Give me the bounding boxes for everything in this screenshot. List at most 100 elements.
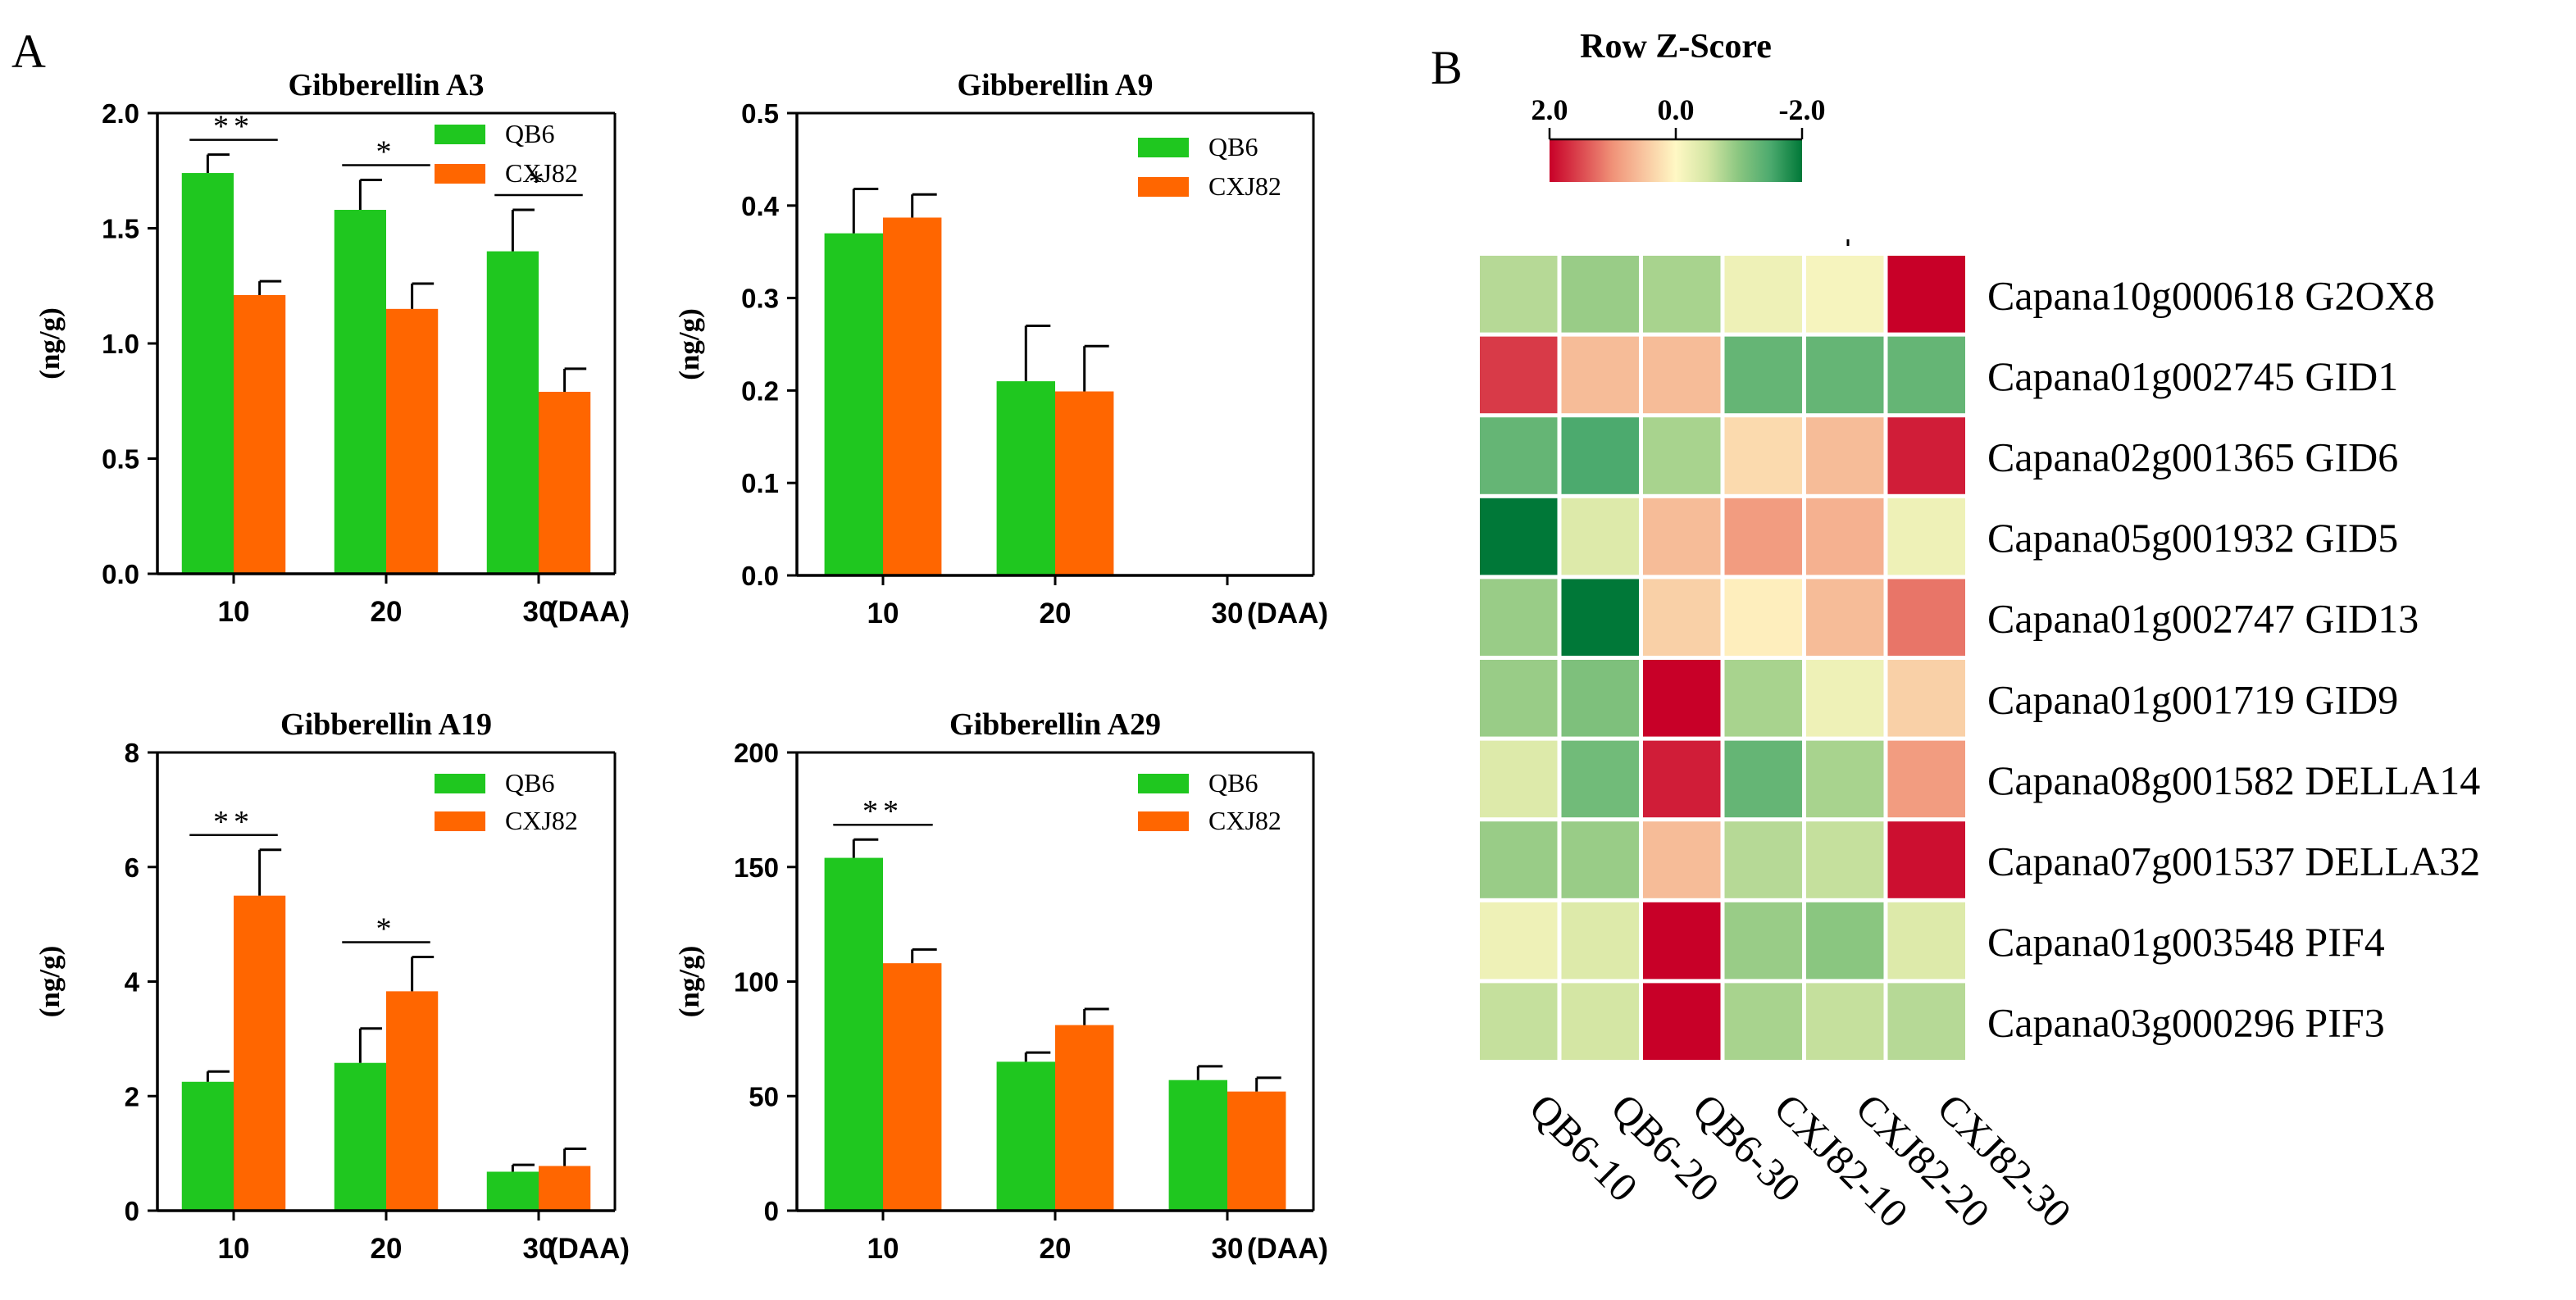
y-tick-label: 0.5 (102, 444, 139, 475)
x-tick-label: 20 (1040, 1233, 1072, 1265)
y-tick-label: 0 (764, 1196, 779, 1226)
heatmap-cell (1643, 740, 1721, 818)
panel-label-a: A (11, 25, 46, 78)
bar-chart-gibberellin-a3: Gibberellin A3 ** 10 * 20 * 30 0.0 0.5 1.0 1.5 2.0 (… (34, 68, 630, 628)
y-axis-label: (ng/g) (34, 307, 66, 380)
chart-title: Gibberellin A19 (280, 707, 492, 742)
bar-qb6-10 (181, 1081, 234, 1211)
y-axis-label: (ng/g) (673, 946, 705, 1018)
heatmap-cell (1724, 417, 1802, 494)
bar-cxj82-20 (1055, 391, 1114, 575)
chart-title: Gibberellin A9 (958, 68, 1154, 102)
heatmap-cell (1806, 821, 1884, 898)
heatmap-cell (1806, 660, 1884, 737)
x-tick-label: 30 (523, 596, 555, 628)
x-tick-label: 20 (371, 1233, 403, 1265)
heatmap-cell (1806, 983, 1884, 1060)
heatmap-row-label: Capana03g000296 PIF3 (1987, 1000, 2385, 1046)
heatmap-row-label: Capana01g003548 PIF4 (1987, 919, 2385, 965)
y-tick-label: 0.0 (741, 561, 779, 591)
legend-swatch-qb6 (435, 774, 485, 793)
heatmap-cell (1887, 740, 1965, 818)
heatmap-cell (1724, 740, 1802, 818)
y-tick-label: 6 (125, 852, 139, 883)
x-tick-label: 10 (867, 1233, 899, 1265)
legend-swatch-qb6 (1138, 774, 1189, 793)
heatmap-cell (1806, 498, 1884, 575)
bar-cxj82-20 (386, 991, 439, 1211)
y-tick-label: 0.4 (741, 191, 780, 221)
heatmap-cell (1561, 821, 1639, 898)
bar-qb6-20 (996, 1061, 1055, 1211)
heatmap-cell (1806, 579, 1884, 656)
heatmap-cell (1643, 660, 1721, 737)
heatmap-cell (1887, 498, 1965, 575)
legend-swatch-cxj82 (435, 164, 485, 184)
bar-chart-gibberellin-a9: Gibberellin A9 10 20 30 0.0 0.1 0.2 0.3 0.4 0.5 (n… (673, 68, 1328, 630)
heatmap-cell (1643, 579, 1721, 656)
bar-qb6-10 (824, 857, 883, 1211)
heatmap-cell (1643, 417, 1721, 494)
color-key-gradient (1550, 139, 1802, 182)
significance-marker: ** (862, 794, 903, 829)
y-tick-label: 0.3 (741, 284, 779, 314)
y-tick-label: 0.0 (102, 559, 139, 589)
x-axis-label: (DAA) (1247, 1233, 1328, 1265)
x-tick-label: 10 (218, 596, 250, 628)
panel-label-b: B (1431, 41, 1463, 94)
heatmap-cell (1480, 336, 1558, 414)
heatmap-cell (1480, 660, 1558, 737)
heatmap-cell (1724, 498, 1802, 575)
y-tick-label: 150 (734, 852, 779, 883)
bar-qb6-30 (1168, 1080, 1227, 1211)
legend-label-cxj82: CXJ82 (505, 806, 578, 835)
color-key-tick-label: 0.0 (1658, 93, 1695, 126)
heatmap-cell (1643, 983, 1721, 1060)
heatmap-cell (1887, 821, 1965, 898)
heatmap-cell (1561, 256, 1639, 333)
y-tick-label: 200 (734, 738, 779, 768)
chart-title: Gibberellin A29 (949, 707, 1161, 742)
heatmap-cell (1887, 336, 1965, 414)
heatmap-cell (1887, 902, 1965, 980)
color-key-tick-label: 2.0 (1531, 93, 1568, 126)
heatmap-row-label: Capana07g001537 DELLA32 (1987, 839, 2480, 884)
y-tick-label: 1.5 (102, 214, 139, 244)
heatmap-cell (1480, 821, 1558, 898)
heatmap-cell (1561, 579, 1639, 656)
significance-marker: ** (213, 110, 254, 144)
heatmap-cell (1887, 417, 1965, 494)
bar-chart-gibberellin-a19: Gibberellin A19 ** 10 * 20 30 0 2 4 6 8 (ng/g) (DAA)… (34, 707, 630, 1265)
legend-label-qb6: QB6 (505, 768, 554, 798)
heatmap-cell (1643, 336, 1721, 414)
y-tick-label: 50 (749, 1081, 779, 1111)
heatmap-cell (1480, 983, 1558, 1060)
heatmap-cell (1480, 579, 1558, 656)
heatmap-cell (1561, 983, 1639, 1060)
x-tick-label: 30 (1212, 1233, 1244, 1265)
legend-label-cxj82: CXJ82 (1208, 171, 1281, 201)
significance-marker: * (376, 134, 397, 169)
heatmap-row-label: Capana01g001719 GID9 (1987, 676, 2398, 722)
heatmap-cell (1561, 417, 1639, 494)
heatmap-cell (1887, 983, 1965, 1060)
heatmap-row-label: Capana02g001365 GID6 (1987, 434, 2398, 480)
y-tick-label: 100 (734, 967, 779, 998)
heatmap-cell (1480, 498, 1558, 575)
y-tick-label: 2.0 (102, 98, 139, 129)
bar-cxj82-10 (883, 963, 942, 1211)
bar-cxj82-30 (539, 1166, 591, 1211)
heatmap-cell (1806, 740, 1884, 818)
heatmap-cell (1561, 660, 1639, 737)
legend-swatch-qb6 (435, 125, 485, 144)
bar-qb6-10 (181, 173, 234, 574)
bar-qb6-30 (486, 251, 539, 574)
heatmap-row-label: Capana05g001932 GID5 (1987, 515, 2398, 561)
heatmap-cell (1643, 902, 1721, 980)
bar-cxj82-10 (883, 217, 942, 575)
legend-label-qb6: QB6 (505, 119, 554, 148)
x-axis-label: (DAA) (1247, 598, 1328, 630)
y-tick-label: 4 (125, 967, 140, 998)
heatmap-row-label: Capana01g002745 GID1 (1987, 353, 2398, 399)
legend-label-cxj82: CXJ82 (1208, 806, 1281, 835)
